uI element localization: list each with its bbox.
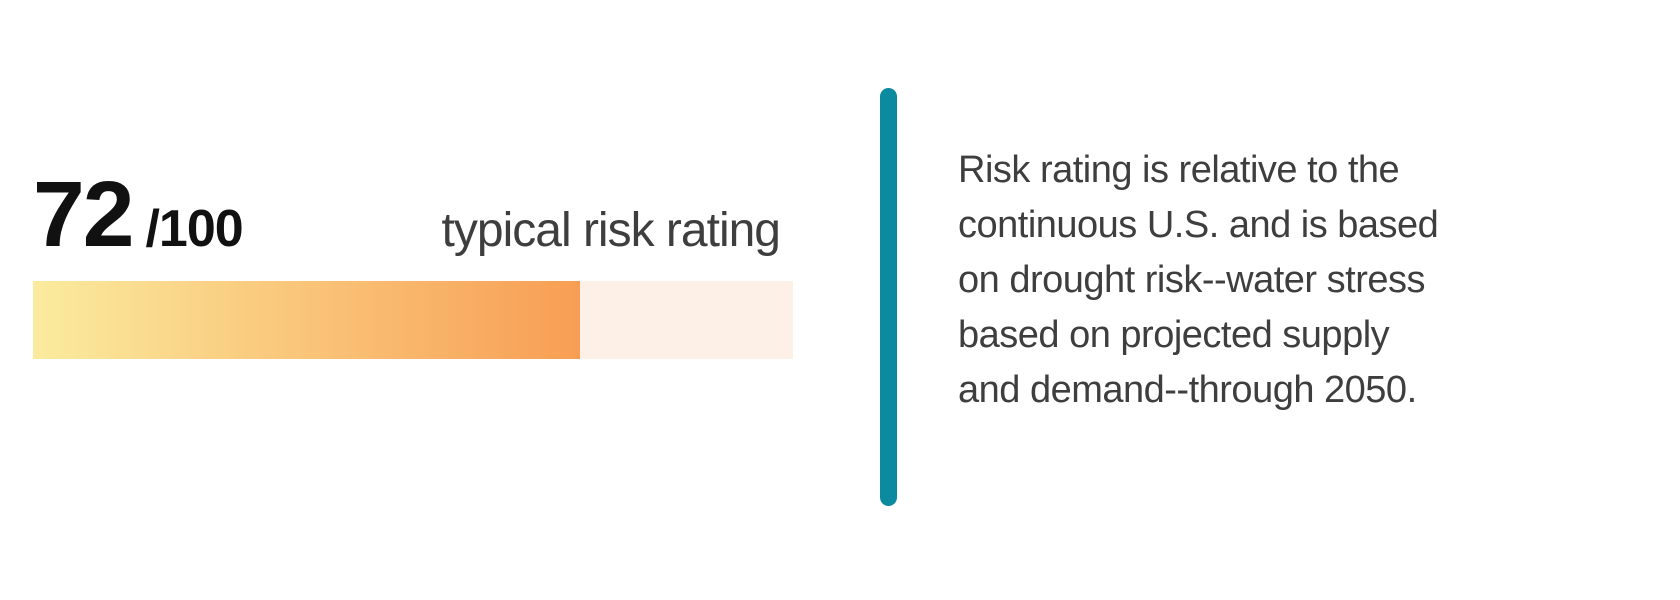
description-text: Risk rating is relative to the continuou… xyxy=(958,143,1478,418)
description-line: continuous U.S. and is based xyxy=(958,204,1439,246)
divider-accent-bar xyxy=(880,88,897,506)
score-label: typical risk rating xyxy=(441,204,781,257)
description-line: and demand--through 2050. xyxy=(958,369,1417,411)
risk-meter-track xyxy=(33,281,793,359)
score-value: 72 xyxy=(33,162,134,266)
description-line: Risk rating is relative to the xyxy=(958,149,1400,191)
description-line: based on projected supply xyxy=(958,314,1390,356)
risk-meter-fill xyxy=(33,281,581,359)
score-denominator: /100 xyxy=(145,200,243,258)
score-row: 72 /100 typical risk rating xyxy=(33,162,781,266)
description-line: on drought risk--water stress xyxy=(958,259,1426,301)
